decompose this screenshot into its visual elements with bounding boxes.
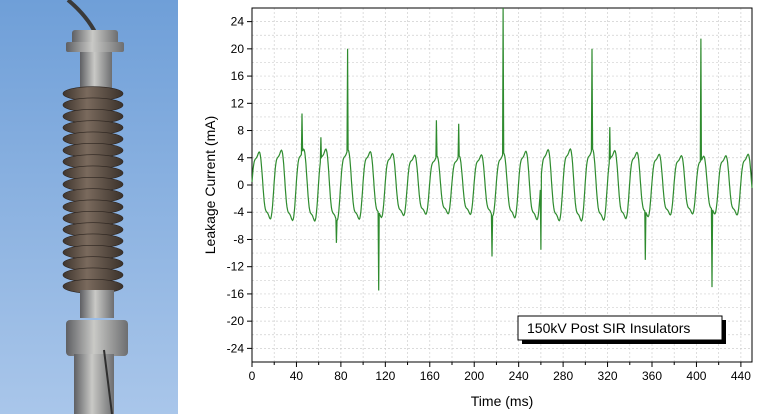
axis-ticks xyxy=(247,21,742,367)
y-tick-label: 16 xyxy=(231,69,245,83)
x-tick-label: 360 xyxy=(642,369,662,383)
y-tick-label: -24 xyxy=(227,341,245,355)
x-tick-label: 120 xyxy=(375,369,395,383)
y-tick-label: 12 xyxy=(231,96,245,110)
leakage-current-chart: 0 40 80 120 160 200 240 280 320 360 400 440 -24-20-… xyxy=(202,7,753,409)
y-axis-title: Leakage Current (mA) xyxy=(202,116,218,255)
x-tick-label: 280 xyxy=(553,369,573,383)
y-tick-label: 0 xyxy=(237,178,244,192)
x-tick-label: 240 xyxy=(509,369,529,383)
insulator-photo xyxy=(0,0,178,414)
x-tick-label: 0 xyxy=(249,369,256,383)
x-tick-label: 40 xyxy=(290,369,304,383)
leakage-current-series-line xyxy=(251,7,753,291)
x-tick-label: 320 xyxy=(598,369,618,383)
x-tick-labels: 0 40 80 120 160 200 240 280 320 360 400 440 xyxy=(249,369,752,383)
y-tick-label: -8 xyxy=(233,232,244,246)
x-tick-label: 160 xyxy=(420,369,440,383)
legend: 150kV Post SIR Insulators xyxy=(517,315,726,344)
y-tick-label: 24 xyxy=(231,15,245,29)
legend-label: 150kV Post SIR Insulators xyxy=(527,320,690,336)
x-tick-label: 80 xyxy=(334,369,348,383)
legend-box xyxy=(517,315,723,341)
y-tick-label: -16 xyxy=(227,287,245,301)
chart-grid xyxy=(251,7,752,363)
y-tick-label: -4 xyxy=(233,205,244,219)
x-axis-title: Time (ms) xyxy=(471,393,533,409)
x-tick-label: 440 xyxy=(731,369,751,383)
y-tick-label: 20 xyxy=(231,42,245,56)
y-tick-labels: -24 -20 -16 -12 -8 -4 0 4 8 12 16 20 24 xyxy=(227,15,245,356)
x-tick-label: 200 xyxy=(464,369,484,383)
y-tick-label: 8 xyxy=(237,124,244,138)
x-tick-label: 400 xyxy=(686,369,706,383)
y-tick-label: -20 xyxy=(227,314,245,328)
y-tick-label: -12 xyxy=(227,260,245,274)
y-tick-label: 4 xyxy=(237,151,244,165)
